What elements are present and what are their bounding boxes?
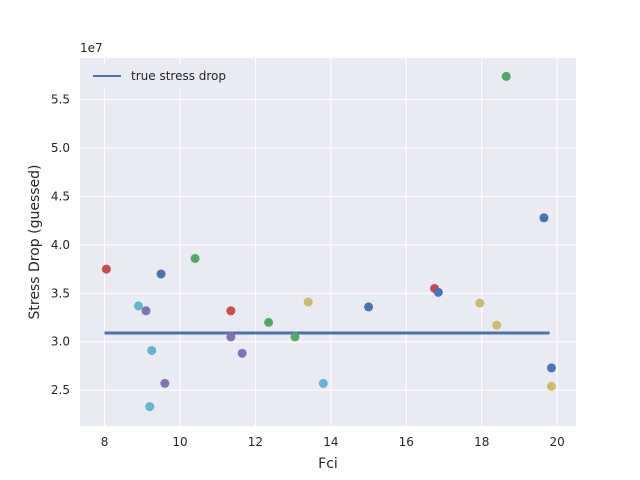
data-point [145, 402, 155, 412]
y-tick-label: 5.5 [51, 93, 70, 107]
data-point [303, 297, 313, 307]
data-point [237, 348, 247, 358]
data-point [156, 269, 166, 279]
y-tick-label: 3.5 [51, 286, 70, 300]
legend-entry: true stress drop [131, 69, 226, 83]
data-point [433, 287, 443, 297]
data-point [501, 71, 511, 81]
legend-box [87, 64, 252, 89]
data-point [101, 264, 111, 274]
data-point [290, 332, 300, 342]
x-tick-label: 8 [101, 435, 109, 449]
y-tick-label: 3.0 [51, 335, 70, 349]
data-point [133, 301, 143, 311]
x-tick-label: 20 [550, 435, 565, 449]
data-point [147, 345, 157, 355]
y-tick-label: 5.0 [51, 141, 70, 155]
data-point [264, 317, 274, 327]
y-tick-label: 2.5 [51, 383, 70, 397]
data-point [226, 332, 236, 342]
plot-area [80, 58, 576, 426]
x-tick-labels: 8 10 12 14 16 18 20 [101, 435, 565, 449]
legend: true stress drop [87, 64, 252, 89]
y-tick-label: 4.5 [51, 189, 70, 203]
x-axis-label: Fci [318, 456, 338, 472]
y-offset-label: 1e7 [80, 41, 103, 55]
data-point [492, 320, 502, 330]
x-tick-label: 18 [474, 435, 489, 449]
y-axis-label: Stress Drop (guessed) [27, 165, 43, 320]
y-tick-labels: 2.5 3.0 3.5 4.0 4.5 5.0 5.5 [51, 93, 70, 398]
x-tick-label: 16 [399, 435, 414, 449]
y-tick-label: 4.0 [51, 238, 70, 252]
data-point [364, 302, 374, 312]
x-tick-label: 14 [323, 435, 338, 449]
x-tick-label: 10 [172, 435, 187, 449]
data-point [546, 381, 556, 391]
data-point [539, 213, 549, 223]
points-layer [101, 71, 556, 412]
data-point [141, 306, 151, 316]
data-point [226, 306, 236, 316]
data-point [190, 253, 200, 263]
data-point [546, 363, 556, 373]
data-point [475, 298, 485, 308]
grid-lines [80, 58, 576, 426]
data-point [160, 378, 170, 388]
x-tick-label: 12 [248, 435, 263, 449]
data-point [318, 378, 328, 388]
